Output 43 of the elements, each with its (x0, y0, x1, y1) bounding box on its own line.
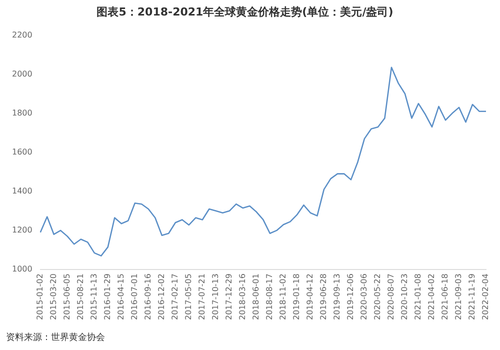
x-tick-label: 2021-01-08 (414, 274, 423, 320)
y-tick-label: 1800 (12, 108, 32, 118)
y-tick-label: 2200 (12, 30, 32, 40)
y-tick-label: 2000 (12, 69, 32, 78)
x-tick-label: 2020-10-23 (400, 274, 410, 320)
x-tick-label: 2020-05-22 (373, 274, 382, 320)
x-tick-label: 2018-08-17 (265, 274, 274, 320)
x-tick-label: 2022-02-04 (481, 274, 490, 320)
x-tick-label: 2021-09-03 (454, 274, 464, 320)
y-tick-label: 1600 (12, 147, 32, 156)
x-tick-label: 2016-01-29 (102, 274, 112, 320)
x-tick-label: 2015-01-02 (35, 274, 44, 320)
x-tick-label: 2016-09-16 (143, 274, 152, 320)
chart-title: 图表5：2018-2021年全球黄金价格走势(单位：美元/盎司) (96, 5, 394, 18)
x-tick-label: 2019-12-06 (346, 274, 356, 320)
x-tick-label: 2017-07-21 (197, 274, 206, 320)
x-tick-label: 2017-12-29 (224, 274, 234, 320)
x-tick-label: 2017-02-17 (170, 274, 180, 320)
x-tick-label: 2015-08-21 (76, 274, 85, 320)
x-tick-label: 2015-06-05 (62, 274, 72, 320)
x-tick-label: 2019-04-12 (306, 274, 315, 320)
x-tick-label: 2019-09-13 (332, 274, 342, 320)
x-tick-label: 2017-10-13 (210, 274, 220, 320)
x-tick-label: 2019-01-18 (292, 274, 302, 320)
x-tick-label: 2019-06-28 (319, 274, 328, 320)
y-tick-label: 1400 (12, 186, 32, 196)
x-tick-label: 2015-11-13 (89, 274, 98, 320)
text: 资料来源：世界黄金协会 (6, 332, 105, 343)
x-tick-label: 2020-08-07 (386, 274, 396, 320)
x-tick-label: 2016-07-01 (130, 274, 139, 320)
y-tick-label: 1200 (12, 226, 32, 235)
x-tick-label: 2016-04-15 (116, 274, 126, 320)
x-tick-label: 2016-12-02 (156, 274, 166, 320)
x-tick-label: 2021-06-18 (440, 274, 450, 320)
x-tick-label: 2017-05-05 (184, 274, 193, 320)
x-tick-label: 2021-11-19 (468, 274, 477, 320)
x-tick-label: 2021-04-02 (427, 274, 436, 320)
y-tick-label: 1000 (12, 264, 32, 274)
x-tick-label: 2018-06-01 (252, 274, 261, 320)
x-tick-label: 2015-03-20 (48, 274, 58, 320)
x-tick-label: 2020-03-06 (360, 274, 369, 320)
x-tick-label: 2018-03-16 (238, 274, 247, 320)
x-tick-label: 2018-11-02 (278, 274, 288, 320)
